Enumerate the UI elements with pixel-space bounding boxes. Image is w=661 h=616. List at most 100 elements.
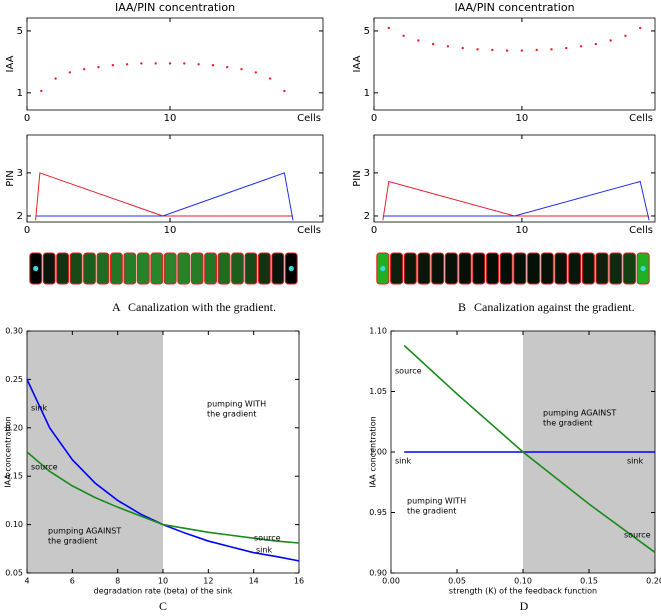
x-tick-label: 10 xyxy=(164,225,177,236)
cell xyxy=(499,252,513,285)
cell xyxy=(622,252,637,285)
y-tick-label: 1 xyxy=(364,88,370,99)
y-axis-label: PIN xyxy=(352,170,363,186)
cell xyxy=(581,252,595,285)
series-label: sink xyxy=(627,457,643,466)
annotation: the gradient xyxy=(48,537,97,546)
plot-frame xyxy=(26,17,324,111)
x-tick-label: 0 xyxy=(371,113,377,124)
series-label: source xyxy=(395,367,422,376)
cell xyxy=(56,252,70,285)
cell xyxy=(271,252,285,285)
y-tick-label: 1.05 xyxy=(369,387,387,396)
x-axis-label: Cells xyxy=(629,225,653,236)
y-tick-label: 0.10 xyxy=(5,520,23,529)
y-axis-label: IAA xyxy=(352,55,363,72)
point xyxy=(211,64,215,67)
point xyxy=(550,48,553,51)
plot-frame xyxy=(373,134,656,223)
point xyxy=(505,49,509,52)
series-line xyxy=(35,172,293,221)
y-axis-label: IAA concentration xyxy=(369,416,378,487)
cell xyxy=(554,252,568,285)
y-tick-label: 2 xyxy=(364,211,370,222)
y-tick-label: 3 xyxy=(364,168,370,179)
x-tick-label: 0.15 xyxy=(580,577,598,586)
x-tick-label: 8 xyxy=(115,577,120,586)
series-label: source xyxy=(31,463,58,472)
y-tick-label: 0.05 xyxy=(5,569,23,578)
caption-label: A xyxy=(112,300,121,314)
cell xyxy=(96,252,110,285)
y-tick-label: 0.90 xyxy=(369,569,387,578)
point xyxy=(402,34,405,38)
cell-dot xyxy=(380,265,386,272)
point xyxy=(476,48,479,51)
x-tick-label: 0 xyxy=(371,225,377,236)
cell xyxy=(136,252,150,285)
y-axis-label: PIN xyxy=(5,170,16,186)
point xyxy=(417,39,420,42)
x-tick-label: 0 xyxy=(24,113,30,124)
y-tick-label: 0.20 xyxy=(5,423,23,432)
cell xyxy=(231,252,244,285)
y-axis-label: IAA concentration xyxy=(4,416,13,487)
x-tick-label: 10 xyxy=(158,577,168,586)
point xyxy=(40,89,43,93)
point xyxy=(54,77,57,80)
cell xyxy=(190,252,204,285)
cell-dot xyxy=(640,265,646,272)
series-line xyxy=(26,451,300,544)
series-label: source xyxy=(624,531,651,540)
x-axis-label: Cells xyxy=(629,113,653,124)
cell xyxy=(431,252,445,285)
x-axis-label: Cells xyxy=(297,113,321,124)
x-tick-label: 10 xyxy=(516,113,529,124)
y-tick-label: 0.30 xyxy=(5,327,23,336)
series-line xyxy=(382,180,650,221)
cell xyxy=(609,252,623,285)
cell xyxy=(390,252,404,285)
cell xyxy=(123,252,137,285)
annotation: the gradient xyxy=(207,410,256,419)
cell xyxy=(568,252,582,285)
point xyxy=(446,45,450,48)
x-tick-label: 10 xyxy=(164,113,177,124)
plot-frame xyxy=(26,134,324,223)
x-axis-label: strength (K) of the feedback function xyxy=(449,587,597,596)
point xyxy=(183,62,186,65)
caption-label: B xyxy=(458,300,466,314)
x-tick-label: 14 xyxy=(249,577,259,586)
cell xyxy=(458,252,472,285)
point xyxy=(639,26,642,30)
series-label: sink xyxy=(256,546,272,555)
annotation: pumping AGAINST xyxy=(48,527,121,536)
x-axis-label: degradation rate (beta) of the sink xyxy=(94,587,233,596)
x-tick-label: 0 xyxy=(24,225,30,236)
annotation: the gradient xyxy=(543,419,592,428)
cell xyxy=(110,252,123,285)
x-tick-label: 12 xyxy=(203,577,213,586)
cell xyxy=(472,252,486,285)
point xyxy=(168,62,172,65)
point xyxy=(535,48,538,52)
x-tick-label: 0.10 xyxy=(514,577,532,586)
point xyxy=(140,62,143,65)
point xyxy=(520,49,524,52)
y-tick-label: 0.15 xyxy=(5,472,23,481)
point xyxy=(154,62,157,65)
annotation: pumping WITH xyxy=(207,400,266,409)
annotation: pumping AGAINST xyxy=(543,409,616,418)
x-tick-label: 0.20 xyxy=(646,577,661,586)
cell xyxy=(42,252,56,285)
cell xyxy=(217,252,231,285)
series-label: sink xyxy=(395,457,411,466)
series-line xyxy=(35,172,294,221)
cell xyxy=(485,252,499,285)
point xyxy=(387,26,390,30)
chart-title: IAA/PIN concentration xyxy=(454,1,574,14)
y-axis-label: IAA xyxy=(5,55,16,72)
cell xyxy=(527,252,541,285)
y-tick-label: 1.10 xyxy=(369,327,387,336)
